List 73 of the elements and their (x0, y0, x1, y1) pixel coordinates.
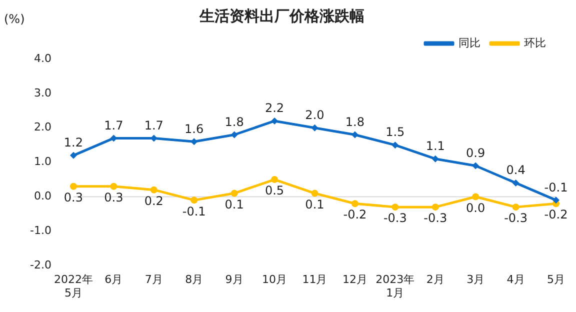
data-label: -0.3 (504, 211, 528, 226)
data-label: -0.3 (424, 211, 448, 226)
data-label: 0.5 (264, 184, 284, 198)
point (271, 117, 278, 124)
x-tick-label: 10月 (262, 273, 288, 286)
x-tick-label: 2023年 1月 (376, 273, 415, 300)
legend-label: 环比 (524, 36, 546, 50)
point (311, 190, 318, 197)
data-label: 0.9 (466, 146, 486, 160)
data-label: -0.1 (182, 204, 206, 218)
data-label: 2.2 (264, 101, 284, 116)
point (392, 204, 399, 211)
data-label: 1.8 (224, 114, 244, 129)
point (552, 196, 560, 204)
point (512, 179, 520, 186)
data-label: -0.3 (383, 211, 407, 226)
point (230, 190, 238, 197)
data-label: -0.2 (343, 208, 367, 222)
point (70, 182, 77, 190)
data-label: 0.4 (506, 163, 526, 178)
y-tick-label: 2.0 (34, 120, 52, 134)
data-label: -0.1 (544, 180, 568, 194)
x-tick-label: 2022年 5月 (54, 273, 93, 300)
data-label: 0.3 (104, 190, 124, 205)
point (70, 152, 77, 159)
y-tick-label: -2.0 (30, 258, 52, 272)
x-tick-label: 12月 (342, 273, 368, 286)
legend-label: 同比 (458, 36, 480, 50)
x-tick-label: 5月 (547, 273, 565, 286)
data-label: 2.0 (305, 108, 324, 122)
x-tick-label: 6月 (104, 273, 123, 286)
x-tick-label: 9月 (225, 273, 244, 286)
point (110, 182, 118, 190)
chart-title: 生活资料出厂价格涨跌幅 (198, 6, 364, 25)
data-label: 0.0 (466, 200, 486, 215)
data-label: 1.7 (104, 118, 124, 132)
x-tick-label: 8月 (185, 273, 204, 286)
point (392, 142, 399, 149)
data-label: 0.2 (144, 194, 164, 208)
point (230, 131, 238, 138)
point (190, 138, 198, 146)
point (150, 186, 158, 194)
point (351, 131, 358, 138)
point (432, 204, 439, 211)
point (271, 176, 278, 184)
y-tick-label: 3.0 (34, 86, 52, 100)
data-label: 0.1 (224, 197, 244, 212)
y-tick-label: -1.0 (30, 224, 52, 238)
point (512, 204, 520, 211)
point (472, 193, 480, 200)
data-label: 1.1 (426, 138, 445, 153)
y-tick-label: 4.0 (34, 52, 52, 65)
data-label: 0.1 (305, 197, 324, 212)
point (472, 162, 480, 170)
x-tick-label: 7月 (144, 273, 163, 286)
data-label: 1.2 (64, 136, 84, 150)
x-tick-label: 3月 (466, 273, 485, 286)
y-axis-title: (%) (4, 12, 25, 26)
y-tick-label: 0.0 (34, 190, 52, 203)
data-label: 0.3 (64, 190, 84, 205)
point (190, 196, 198, 204)
point (311, 124, 318, 132)
data-label: 1.8 (345, 114, 364, 129)
x-tick-label: 4月 (506, 273, 525, 286)
x-tick-label: 2月 (426, 273, 444, 286)
data-label: 1.5 (386, 125, 405, 140)
data-label: 1.7 (144, 118, 164, 132)
x-tick-label: 11月 (302, 273, 328, 286)
point (432, 155, 439, 162)
data-label: 1.6 (184, 122, 204, 136)
y-tick-label: 1.0 (34, 155, 52, 168)
point (351, 200, 358, 208)
data-label: -0.2 (544, 208, 568, 222)
